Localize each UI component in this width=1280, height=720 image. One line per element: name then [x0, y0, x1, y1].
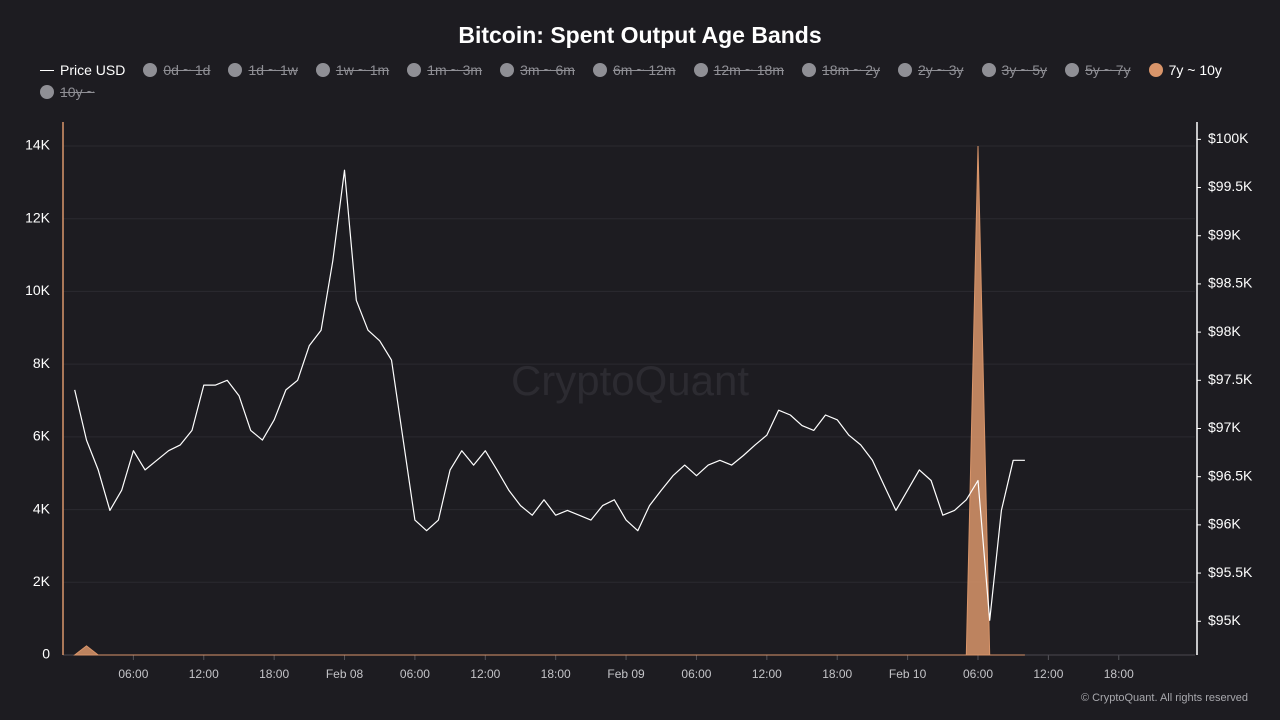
legend-swatch — [40, 85, 54, 99]
x-tick-label: 18:00 — [541, 667, 571, 681]
legend-item[interactable]: 1d ~ 1w — [228, 61, 298, 79]
y-tick-label: 4K — [33, 500, 51, 516]
y2-tick-label: $99.5K — [1208, 178, 1253, 194]
legend-item[interactable]: 0d ~ 1d — [143, 61, 210, 79]
legend-swatch — [802, 63, 817, 77]
price-line — [74, 169, 1025, 621]
x-tick-label: 06:00 — [118, 667, 148, 681]
x-tick-label: Feb 10 — [889, 667, 927, 681]
legend-item[interactable]: 2y ~ 3y — [898, 61, 964, 79]
band-area — [73, 145, 1025, 656]
legend-swatch — [228, 63, 243, 77]
x-tick-label: 12:00 — [1033, 667, 1063, 681]
x-tick-label: Feb 08 — [326, 667, 364, 681]
y2-tick-label: $96.5K — [1208, 467, 1253, 483]
x-tick-label: 18:00 — [1104, 667, 1134, 681]
legend-label: 10y ~ — [60, 84, 95, 100]
legend-label: 1d ~ 1w — [248, 62, 298, 78]
legend-item[interactable]: Price USD — [40, 61, 125, 79]
x-tick-label: 06:00 — [963, 667, 993, 681]
legend-label: Price USD — [60, 62, 126, 78]
y2-tick-label: $98K — [1208, 323, 1241, 339]
legend-label: 7y ~ 10y — [1168, 62, 1222, 78]
y2-tick-label: $96K — [1208, 516, 1241, 532]
legend-label: 0d ~ 1d — [163, 62, 211, 78]
y2-tick-label: $95.5K — [1208, 564, 1253, 580]
x-tick-label: 06:00 — [681, 667, 711, 681]
watermark: CryptoQuant — [511, 357, 749, 404]
chart-title: Bitcoin: Spent Output Age Bands — [458, 22, 821, 48]
legend-swatch — [592, 63, 607, 77]
legend-swatch — [143, 63, 158, 77]
x-tick-label: 12:00 — [752, 667, 782, 681]
legend-label: 1w ~ 1m — [335, 62, 390, 78]
legend-swatch — [407, 63, 422, 77]
legend-label: 3m ~ 6m — [520, 62, 575, 78]
legend-item[interactable]: 3y ~ 5y — [981, 61, 1048, 79]
legend-label: 6m ~ 12m — [612, 62, 676, 78]
y-tick-label: 6K — [33, 428, 51, 444]
y-tick-label: 12K — [25, 209, 51, 225]
legend-label: 18m ~ 2y — [822, 62, 880, 78]
y-tick-label: 10K — [25, 282, 51, 298]
legend-label: 12m ~ 18m — [713, 62, 785, 78]
legend-swatch — [1148, 63, 1163, 77]
legend-item[interactable]: 6m ~ 12m — [592, 61, 676, 79]
copyright: © CryptoQuant. All rights reserved — [1081, 692, 1248, 704]
y-tick-label: 8K — [33, 355, 51, 371]
y2-tick-label: $97K — [1208, 419, 1241, 435]
legend-swatch — [898, 63, 912, 77]
legend-item[interactable]: 18m ~ 2y — [802, 61, 880, 79]
x-tick-label: 12:00 — [189, 667, 219, 681]
legend-label: 2y ~ 3y — [918, 62, 964, 78]
legend-item[interactable]: 7y ~ 10y — [1148, 61, 1222, 79]
y-tick-label: 2K — [33, 573, 51, 589]
legend-swatch — [315, 63, 330, 77]
legend-swatch — [981, 63, 996, 77]
legend: Price USD 0d ~ 1d 1d ~ 1w 1w ~ 1m 1m ~ 3m 3m … — [40, 61, 1260, 101]
y2-tick-label: $99K — [1208, 226, 1241, 242]
legend-swatch — [693, 63, 708, 77]
legend-item[interactable]: 10y ~ — [40, 83, 95, 101]
y-tick-label: 0 — [42, 646, 50, 662]
x-tick-label: 06:00 — [400, 667, 430, 681]
legend-swatch — [500, 63, 515, 77]
legend-label: 1m ~ 3m — [427, 62, 483, 78]
x-tick-label: 18:00 — [259, 667, 289, 681]
x-tick-label: 12:00 — [470, 667, 500, 681]
legend-item[interactable]: 12m ~ 18m — [693, 61, 785, 79]
y2-tick-label: $100K — [1208, 130, 1249, 146]
y-tick-label: 14K — [25, 137, 51, 153]
legend-swatch — [40, 69, 54, 71]
y2-tick-label: $97.5K — [1208, 371, 1253, 387]
legend-item[interactable]: 5y ~ 7y — [1065, 61, 1131, 79]
legend-item[interactable]: 3m ~ 6m — [500, 61, 575, 79]
legend-item[interactable]: 1m ~ 3m — [407, 61, 482, 79]
legend-label: 3y ~ 5y — [1001, 62, 1048, 78]
legend-label: 5y ~ 7y — [1085, 62, 1131, 78]
legend-swatch — [1065, 63, 1080, 77]
y2-tick-label: $95K — [1208, 612, 1241, 628]
y2-tick-label: $98.5K — [1208, 275, 1253, 291]
x-tick-label: Feb 09 — [607, 667, 645, 681]
x-tick-label: 18:00 — [822, 667, 852, 681]
legend-item[interactable]: 1w ~ 1m — [315, 61, 390, 79]
